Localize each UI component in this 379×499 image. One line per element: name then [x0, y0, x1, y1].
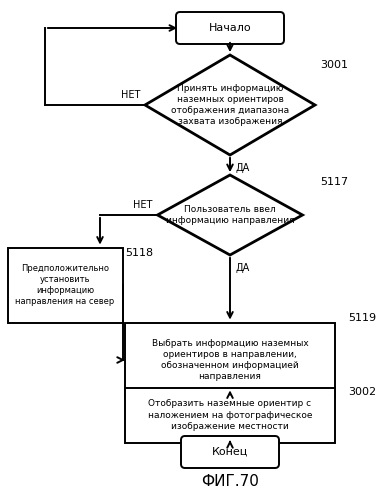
Bar [125, 322, 335, 398]
Bar [125, 388, 335, 443]
Text: Принять информацию
наземных ориентиров
отображения диапазона
захвата изображения: Принять информацию наземных ориентиров о… [171, 84, 289, 126]
Polygon shape [158, 175, 302, 255]
Text: Конец: Конец [212, 447, 248, 457]
Text: Выбрать информацию наземных
ориентиров в направлении,
обозначенном информацией
н: Выбрать информацию наземных ориентиров в… [152, 339, 309, 381]
Text: 3001: 3001 [320, 60, 348, 70]
FancyBboxPatch shape [181, 436, 279, 468]
Text: ДА: ДА [235, 263, 249, 273]
Bar [8, 248, 122, 322]
Text: 3002: 3002 [348, 387, 376, 397]
Text: 5119: 5119 [348, 313, 376, 323]
Text: Отобразить наземные ориентир с
наложением на фотографическое
изображение местнос: Отобразить наземные ориентир с наложение… [148, 399, 312, 431]
Text: Начало: Начало [209, 23, 251, 33]
Text: 5118: 5118 [125, 248, 153, 258]
Text: Предположительно
установить
информацию
направления на север: Предположительно установить информацию н… [16, 264, 114, 306]
Text: ДА: ДА [235, 163, 249, 173]
Text: ФИГ.70: ФИГ.70 [201, 474, 259, 489]
Text: Пользователь ввел
информацию направления: Пользователь ввел информацию направления [166, 205, 294, 225]
FancyBboxPatch shape [176, 12, 284, 44]
Text: НЕТ: НЕТ [133, 200, 152, 210]
Polygon shape [145, 55, 315, 155]
Text: 5117: 5117 [320, 177, 348, 187]
Text: НЕТ: НЕТ [121, 90, 140, 100]
